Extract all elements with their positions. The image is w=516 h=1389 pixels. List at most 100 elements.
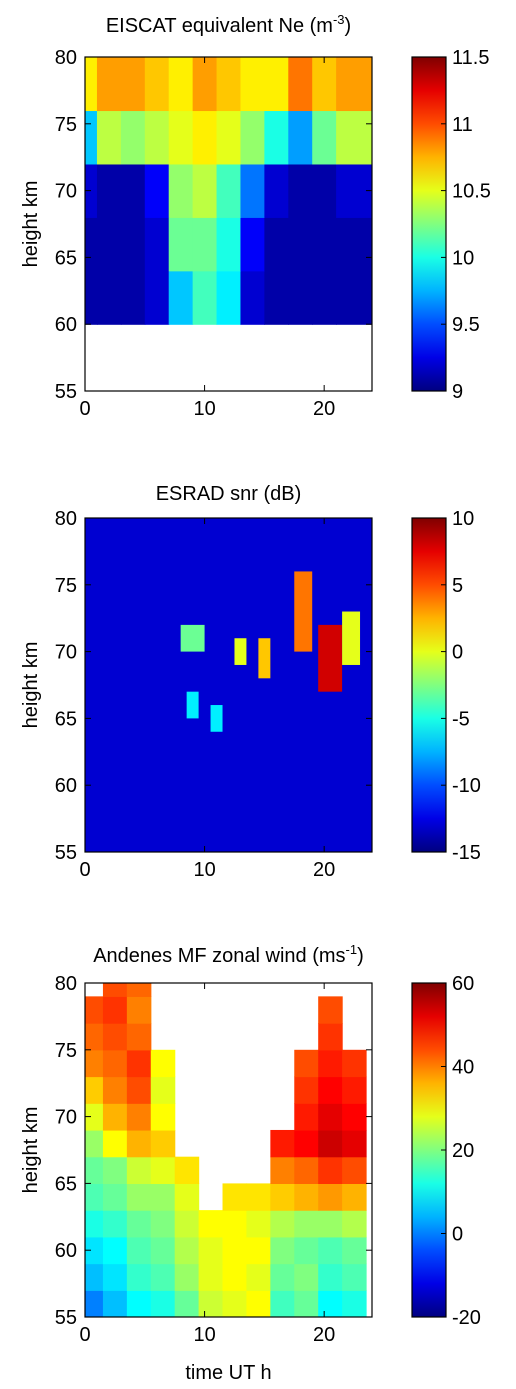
heatmap-cell <box>318 1236 343 1265</box>
heatmap-cell <box>168 217 194 272</box>
heatmap-cell <box>318 1183 343 1211</box>
heatmap-cell <box>174 1290 200 1317</box>
heatmap-cell <box>270 1129 295 1158</box>
plot-frame <box>84 517 373 853</box>
heatmap-cell <box>144 57 170 112</box>
heatmap-cell <box>102 1103 128 1131</box>
heatmap-cell <box>150 1210 176 1238</box>
heatmap-cell <box>126 1210 152 1238</box>
heatmap-cell <box>288 217 313 272</box>
heatmap-cell <box>144 163 170 218</box>
heatmap-cell <box>294 1156 319 1184</box>
x-tick-label: 0 <box>79 1324 90 1346</box>
heatmap-cells <box>85 57 372 325</box>
chart-title-main: Andenes MF zonal wind (ms <box>93 945 345 967</box>
heatmap-cell <box>192 110 218 165</box>
heatmap-feature <box>294 571 313 652</box>
heatmap-cell <box>192 57 218 112</box>
heatmap-cell <box>222 1210 248 1238</box>
heatmap-cell <box>270 1290 295 1317</box>
heatmap-cell <box>264 163 289 218</box>
heatmap-feature <box>186 691 199 719</box>
chart-title: EISCAT equivalent Ne (m-3) <box>106 12 351 37</box>
colorbar-tick-label: 0 <box>452 1224 463 1246</box>
heatmap-cell <box>294 1103 319 1131</box>
heatmap-cell <box>192 270 218 325</box>
chart-title-suffix: ) <box>345 15 352 37</box>
chart-title-main: ESRAD snr (dB) <box>156 483 302 505</box>
y-tick-label: 60 <box>55 1240 77 1262</box>
colorbar-tick-label: 0 <box>452 642 463 664</box>
heatmap-cell <box>246 1183 271 1211</box>
x-tick-label: 20 <box>313 859 335 881</box>
heatmap-cell <box>126 1049 152 1078</box>
heatmap-cell <box>174 1183 200 1211</box>
heatmap-cell <box>216 270 242 325</box>
heatmap-feature <box>342 611 361 665</box>
heatmap-cell <box>192 217 218 272</box>
heatmap-cell <box>342 1076 367 1104</box>
heatmap-cell <box>240 57 265 112</box>
heatmap-cell <box>150 1076 176 1104</box>
colorbar-tick-label: 10 <box>452 508 474 530</box>
heatmap-cell <box>342 1049 367 1078</box>
x-tick-label: 10 <box>193 398 215 420</box>
heatmap-cell <box>168 270 194 325</box>
heatmap-cell <box>336 270 372 325</box>
heatmap-cell <box>126 983 152 997</box>
heatmap-cell <box>294 1263 319 1291</box>
colorbar-tick-label: -15 <box>452 842 481 864</box>
y-axis-label: height km <box>20 1107 42 1194</box>
y-tick-label: 80 <box>55 508 77 530</box>
heatmap-cell <box>342 1236 367 1265</box>
y-tick-label: 55 <box>55 381 77 403</box>
heatmap-cell <box>96 57 122 112</box>
heatmap-cell <box>270 1183 295 1211</box>
heatmap-cell <box>85 1103 104 1131</box>
heatmap-cell <box>126 1290 152 1317</box>
heatmap-cell <box>240 163 265 218</box>
heatmap-cell <box>198 1236 224 1265</box>
panel-1: 55 60 65 70 75 80 0 10 20 height km EISCAT equival… <box>20 12 491 420</box>
heatmap-cell <box>318 1210 343 1238</box>
heatmap-cell <box>318 1129 343 1158</box>
heatmap-cell <box>240 217 265 272</box>
heatmap-cell <box>102 1049 128 1078</box>
x-tick-label: 10 <box>193 1324 215 1346</box>
heatmap-cell <box>246 1210 271 1238</box>
heatmap-cell <box>126 1129 152 1158</box>
y-tick-label: 65 <box>55 708 77 730</box>
heatmap-cells <box>85 983 367 1317</box>
x-tick-label: 0 <box>79 398 90 420</box>
heatmap-feature <box>234 638 247 665</box>
heatmap-cell <box>85 1076 104 1104</box>
heatmap-cell <box>222 1236 248 1265</box>
heatmap-cell <box>342 1210 367 1238</box>
heatmap-cell <box>174 1210 200 1238</box>
x-tick-label: 20 <box>313 1324 335 1346</box>
heatmap-feature <box>210 705 223 732</box>
heatmap-cell <box>126 1103 152 1131</box>
heatmap-cell <box>102 1023 128 1051</box>
colorbar-tick-label: -5 <box>452 708 470 730</box>
heatmap-cell <box>102 1290 128 1317</box>
heatmap-cell <box>150 1129 176 1158</box>
y-tick-label: 55 <box>55 842 77 864</box>
heatmap-cell <box>85 1156 104 1184</box>
plot-frame <box>84 56 373 392</box>
y-tick-label: 60 <box>55 775 77 797</box>
y-tick-label: 80 <box>55 47 77 69</box>
heatmap-cell <box>126 1263 152 1291</box>
heatmap-cell <box>294 1290 319 1317</box>
heatmap-cell <box>168 110 194 165</box>
heatmap-cell <box>150 1290 176 1317</box>
colorbar-tick-label: -20 <box>452 1307 481 1329</box>
heatmap-cell <box>85 1236 104 1265</box>
x-tick-label: 0 <box>79 859 90 881</box>
heatmap-cell <box>85 57 98 112</box>
colorbar-tick-label: -10 <box>452 775 481 797</box>
heatmap-cell <box>150 1236 176 1265</box>
heatmap-cell <box>318 996 343 1024</box>
heatmap-cell <box>120 270 146 325</box>
